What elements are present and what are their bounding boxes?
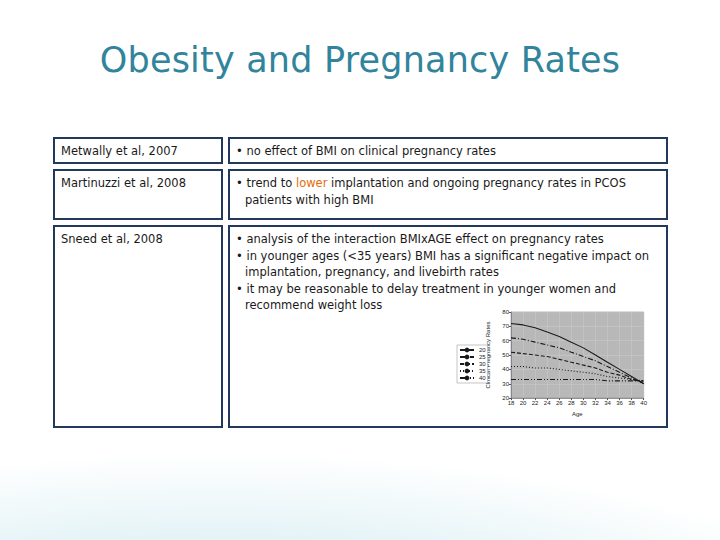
svg-text:20: 20 <box>520 400 527 406</box>
svg-text:18: 18 <box>508 400 515 406</box>
svg-text:40: 40 <box>640 400 647 406</box>
svg-text:50: 50 <box>502 352 509 358</box>
svg-text:Age: Age <box>572 411 583 417</box>
svg-text:30: 30 <box>479 361 486 367</box>
svg-text:34: 34 <box>604 400 611 406</box>
svg-text:25: 25 <box>479 354 486 360</box>
svg-text:20: 20 <box>479 347 486 353</box>
svg-text:38: 38 <box>628 400 635 406</box>
svg-text:40: 40 <box>502 366 509 372</box>
svg-text:30: 30 <box>502 381 509 387</box>
svg-text:35: 35 <box>479 368 486 374</box>
svg-text:70: 70 <box>502 323 509 329</box>
svg-text:30: 30 <box>580 400 587 406</box>
svg-text:32: 32 <box>592 400 599 406</box>
svg-text:28: 28 <box>568 400 575 406</box>
svg-text:40: 40 <box>479 375 486 381</box>
svg-text:26: 26 <box>556 400 563 406</box>
svg-text:60: 60 <box>502 338 509 344</box>
svg-text:80: 80 <box>502 309 509 315</box>
svg-text:36: 36 <box>616 400 623 406</box>
svg-text:24: 24 <box>544 400 551 406</box>
svg-text:22: 22 <box>532 400 539 406</box>
